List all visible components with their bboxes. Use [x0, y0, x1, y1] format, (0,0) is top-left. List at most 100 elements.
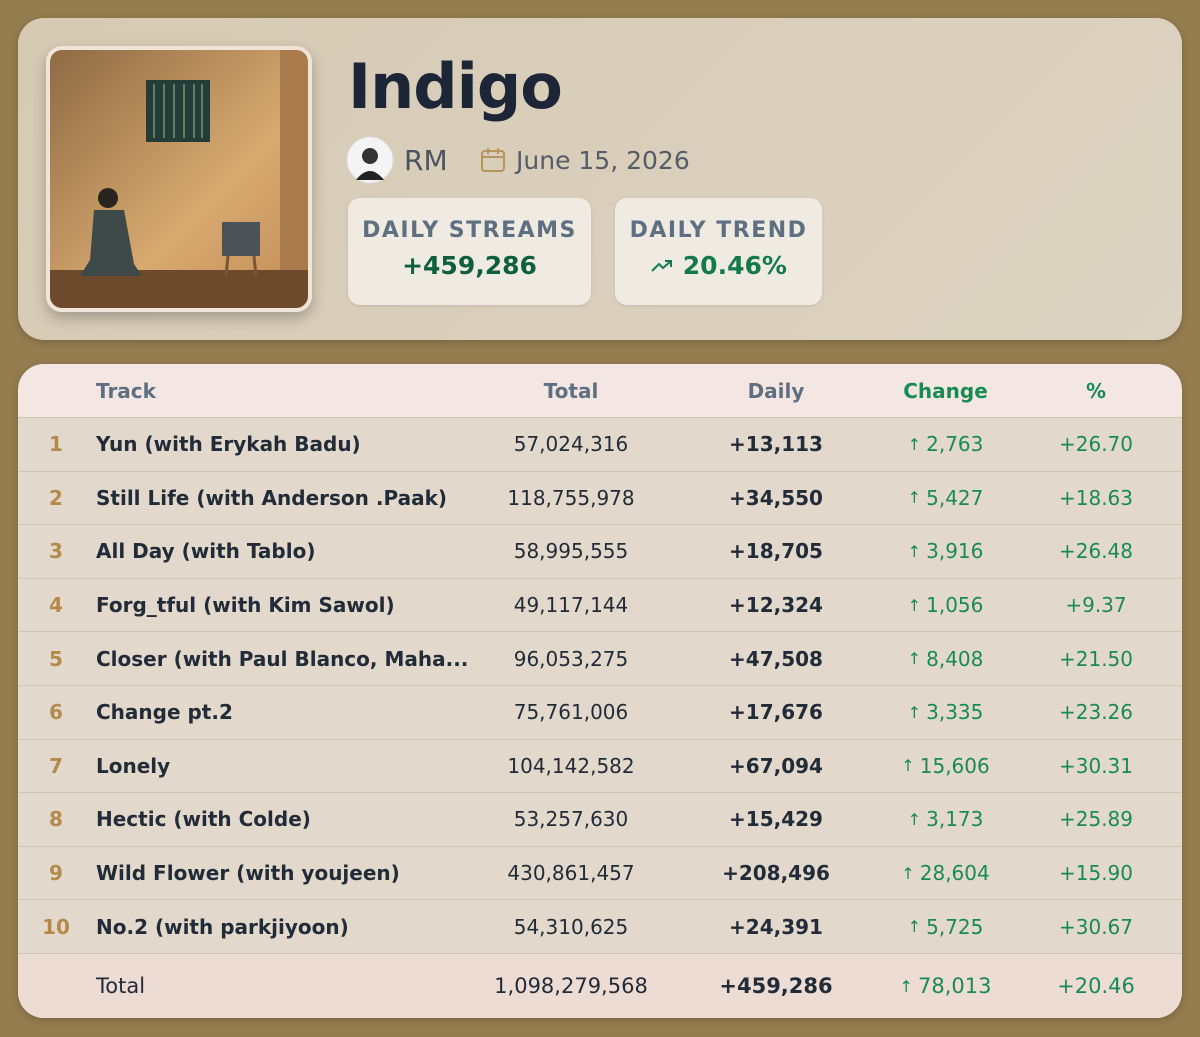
- track-row: 6 Change pt.2 75,761,006 +17,676 ↑ 3,335 +23.…: [18, 686, 1182, 740]
- column-header: Track: [96, 378, 156, 403]
- total-chg: ↑ 78,013: [899, 974, 992, 998]
- cell-trk: Yun (with Erykah Badu): [96, 432, 361, 457]
- cell-trk: Wild Flower (with youjeen): [96, 861, 400, 886]
- cell-tot: 54,310,625: [513, 914, 629, 939]
- cell-tot: 49,117,144: [513, 593, 629, 618]
- track-row: 5 Closer (with Paul Blanco, Maha... 96,053…: [18, 632, 1182, 686]
- up-arrow: ↑: [907, 595, 927, 615]
- rank: 9: [49, 861, 63, 886]
- cell-dly: +18,705: [729, 539, 823, 564]
- cell-chg: ↑ 3,916: [907, 539, 984, 564]
- cell-pct: +26.48: [1058, 539, 1133, 564]
- rank: 8: [49, 807, 63, 832]
- column-header: %: [1085, 378, 1107, 403]
- cell-dly: +24,391: [729, 914, 823, 939]
- cell-pct: +25.89: [1058, 807, 1133, 832]
- stat-card: DAILY STREAMS +459,286: [348, 198, 591, 305]
- calendar-icon: [481, 148, 505, 172]
- cell-chg: ↑ 3,173: [907, 807, 984, 832]
- total-trk: Total: [96, 974, 146, 998]
- cell-dly: +13,113: [729, 432, 823, 457]
- cell-dly: +67,094: [729, 753, 823, 778]
- up-arrow: ↑: [907, 488, 927, 508]
- cell-chg: ↑ 8,408: [907, 646, 984, 671]
- total-pct: +20.46: [1057, 974, 1135, 998]
- cell-pct: +23.26: [1058, 700, 1133, 725]
- album-art: [46, 46, 312, 312]
- cell-pct: +18.63: [1058, 485, 1133, 510]
- cell-chg: ↑ 3,335: [907, 700, 984, 725]
- cell-chg: ↑ 2,763: [907, 432, 984, 457]
- up-arrow: ↑: [907, 702, 927, 722]
- stat-label: DAILY TREND: [629, 218, 808, 243]
- up-arrow: ↑: [907, 917, 927, 937]
- column-header: Daily: [747, 378, 805, 403]
- cell-pct: +30.31: [1058, 753, 1133, 778]
- cell-tot: 118,755,978: [507, 485, 635, 510]
- cell-tot: 430,861,457: [507, 861, 635, 886]
- rank: 5: [49, 646, 63, 671]
- trend-icon: [651, 260, 673, 272]
- up-arrow: ↑: [901, 863, 920, 883]
- rank: 3: [49, 539, 63, 564]
- cell-pct: +30.67: [1058, 914, 1133, 939]
- artist-name: RM: [404, 144, 448, 177]
- cell-pct: +21.50: [1058, 646, 1133, 671]
- track-row: 2 Still Life (with Anderson .Paak) 118,755…: [18, 472, 1182, 526]
- stat-label: DAILY STREAMS: [362, 218, 577, 243]
- cell-pct: +9.37: [1065, 593, 1127, 618]
- up-arrow: ↑: [907, 541, 927, 561]
- cell-trk: Lonely: [96, 753, 171, 778]
- rank: 1: [49, 432, 63, 457]
- stat-value: +459,286: [402, 251, 537, 280]
- track-table: Track Total Daily Change% 1 Yun (with Erykah …: [18, 364, 1182, 1018]
- column-header: Change: [903, 378, 988, 403]
- rank: 4: [49, 593, 63, 618]
- track-row: 10 No.2 (with parkjiyoon) 54,310,625 +24,39…: [18, 900, 1182, 954]
- cell-tot: 75,761,006: [513, 700, 629, 725]
- cell-tot: 104,142,582: [507, 753, 635, 778]
- total-tot: 1,098,279,568: [494, 974, 648, 998]
- stat-card: DAILY TREND 20.46%: [615, 198, 822, 305]
- cell-tot: 57,024,316: [513, 432, 629, 457]
- cell-dly: +12,324: [729, 593, 823, 618]
- up-arrow: ↑: [907, 434, 927, 454]
- track-row: 7 Lonely 104,142,582 +67,094 ↑ 15,606 +30.31: [18, 740, 1182, 794]
- cell-pct: +15.90: [1058, 861, 1133, 886]
- cell-chg: ↑ 1,056: [907, 593, 984, 618]
- cell-chg: ↑ 5,427: [907, 485, 984, 510]
- cell-trk: All Day (with Tablo): [96, 539, 316, 564]
- cell-trk: Hectic (with Colde): [96, 807, 311, 832]
- cell-dly: +17,676: [729, 700, 823, 725]
- cell-dly: +34,550: [729, 485, 823, 510]
- up-arrow: ↑: [907, 809, 927, 829]
- cell-tot: 58,995,555: [513, 539, 629, 564]
- up-arrow: ↑: [907, 649, 927, 669]
- cell-trk: No.2 (with parkjiyoon): [96, 914, 349, 939]
- cell-trk: Change pt.2: [96, 700, 233, 725]
- album-title: Indigo: [348, 50, 563, 123]
- album-header: Indigo RM June 15, 2026 DAILY STREAMS +4…: [18, 18, 1182, 340]
- album-art-image: [50, 50, 308, 308]
- cell-chg: ↑ 5,725: [907, 914, 984, 939]
- track-row: 4 Forg_tful (with Kim Sawol) 49,117,144 +12…: [18, 579, 1182, 633]
- cell-chg: ↑ 15,606: [901, 753, 990, 778]
- up-arrow: ↑: [899, 976, 918, 996]
- total-row: Total 1,098,279,568 +459,286 ↑ 78,013 +20.46: [18, 954, 1182, 1018]
- cell-dly: +47,508: [729, 646, 823, 671]
- cell-dly: +208,496: [722, 861, 830, 886]
- track-row: 1 Yun (with Erykah Badu) 57,024,316 +13,113…: [18, 418, 1182, 472]
- cell-trk: Forg_tful (with Kim Sawol): [96, 593, 395, 618]
- cell-trk: Closer (with Paul Blanco, Maha...: [96, 646, 469, 671]
- cell-chg: ↑ 28,604: [901, 861, 990, 886]
- track-row: 8 Hectic (with Colde) 53,257,630 +15,429 ↑ 3…: [18, 793, 1182, 847]
- cell-tot: 96,053,275: [513, 646, 629, 671]
- rank: 7: [49, 753, 63, 778]
- cell-tot: 53,257,630: [513, 807, 629, 832]
- rank: 10: [42, 914, 70, 939]
- artist-avatar: [346, 136, 394, 184]
- track-row: 9 Wild Flower (with youjeen) 430,861,457 +2…: [18, 847, 1182, 901]
- stat-value-row: 20.46%: [615, 251, 822, 280]
- cell-dly: +15,429: [729, 807, 823, 832]
